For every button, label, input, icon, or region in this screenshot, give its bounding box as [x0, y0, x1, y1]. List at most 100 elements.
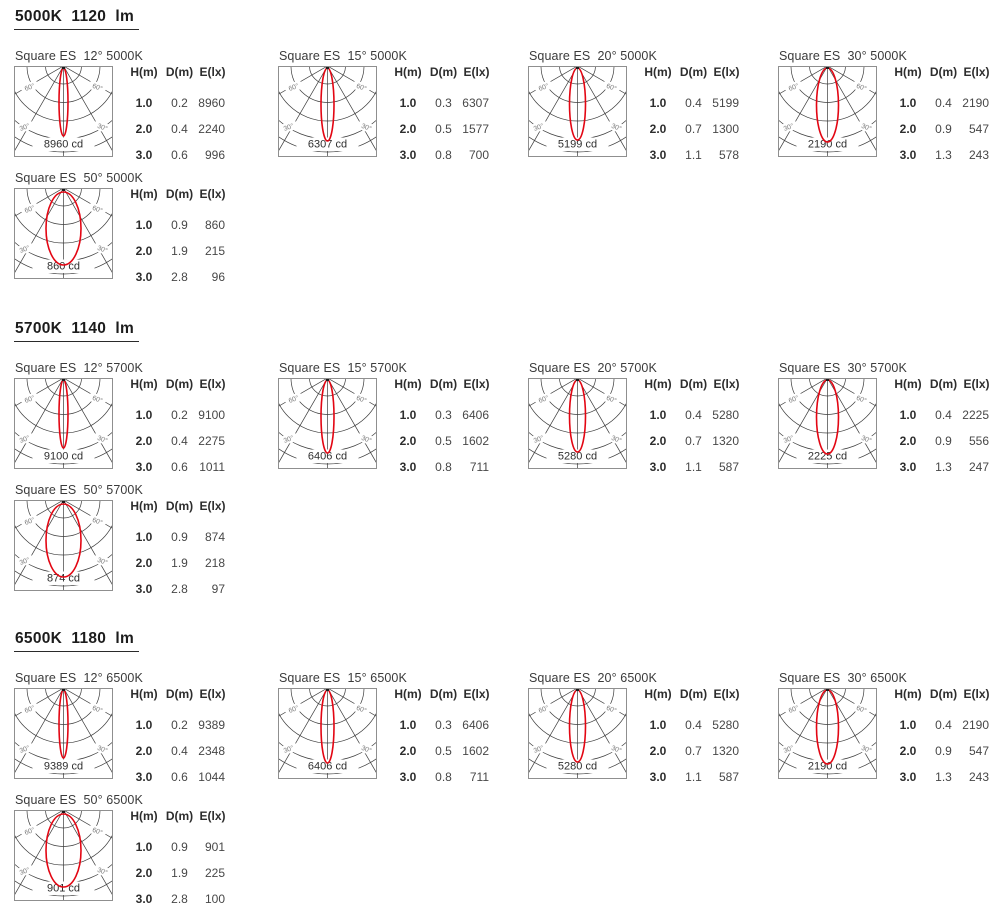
d-value: 0.4	[685, 718, 702, 732]
angle-label-30-right: 30°	[92, 553, 112, 569]
table-row: 2.0 0.5 1602	[390, 745, 494, 758]
h-value: 1.0	[899, 718, 917, 732]
diagram-title: Square ES 50° 6500K	[15, 793, 143, 807]
angle-label-30-right: 30°	[92, 863, 112, 879]
e-value: 5280	[712, 408, 739, 422]
e-value: 96	[211, 270, 225, 284]
d-value: 0.4	[935, 408, 952, 422]
diagram-title: Square ES 30° 6500K	[779, 671, 907, 685]
svg-text:30°: 30°	[18, 434, 31, 445]
polar-grid-line	[328, 379, 376, 407]
d-value: 0.4	[171, 744, 188, 758]
table-row: 3.0 1.1 578	[640, 149, 744, 162]
table-header-cell: D(m)	[429, 377, 458, 391]
h-value: 2.0	[135, 434, 153, 448]
angle-label-60-left: 60°	[19, 823, 40, 839]
table-row: 3.0 2.8 96	[126, 271, 230, 284]
svg-text:60°: 60°	[287, 704, 300, 715]
table-row: 2.0 0.7 1320	[640, 745, 744, 758]
svg-text:30°: 30°	[18, 744, 31, 755]
d-value: 2.8	[171, 892, 188, 906]
table-header-cell: H(m)	[894, 65, 922, 79]
d-value: 0.4	[171, 434, 188, 448]
table-row: 1.0 0.2 9100	[126, 409, 230, 422]
d-value: 0.6	[171, 148, 188, 162]
table-row: 1.0 0.4 2225	[890, 409, 994, 422]
source-marker	[62, 811, 65, 813]
angle-label-60-left: 60°	[283, 391, 304, 407]
polar-grid-line	[779, 67, 827, 95]
d-value: 0.6	[171, 770, 188, 784]
svg-text:60°: 60°	[537, 82, 550, 93]
diagram-title: Square ES 30° 5700K	[779, 361, 907, 375]
h-value: 1.0	[135, 96, 153, 110]
polar-grid-line	[279, 67, 327, 95]
h-value: 3.0	[135, 460, 153, 474]
svg-text:30°: 30°	[782, 434, 795, 445]
candela-label: 8960 cd	[32, 137, 95, 151]
diagram-unit-5700k-12deg: Square ES 12° 5700K 60° 60° 30° 30° 9100 cd H(…	[14, 361, 254, 474]
svg-text:860 cd: 860 cd	[47, 261, 80, 273]
e-value: 711	[469, 770, 489, 784]
h-value: 2.0	[899, 744, 917, 758]
polar-diagram: 60° 60° 30° 30° 5199 cd	[528, 66, 627, 157]
polar-grid-line	[15, 189, 63, 217]
d-value: 0.3	[435, 96, 452, 110]
angle-label-60-right: 60°	[87, 513, 108, 529]
d-value: 1.9	[171, 556, 188, 570]
e-value: 218	[204, 556, 225, 570]
svg-text:60°: 60°	[91, 204, 104, 215]
angle-label-60-left: 60°	[283, 701, 304, 717]
e-value: 6406	[462, 408, 489, 422]
source-marker	[62, 189, 65, 191]
table-header-cell: E(lx)	[713, 65, 740, 79]
polar-diagram: 60° 60° 30° 30° 6406 cd	[278, 688, 377, 779]
polar-grid-line	[15, 379, 63, 407]
polar-diagram: 60° 60° 30° 30° 2225 cd	[778, 378, 877, 469]
polar-diagram: 60° 60° 30° 30° 2190 cd	[778, 66, 877, 157]
diagram-unit-5700k-15deg: Square ES 15° 5700K 60° 60° 30° 30° 6406 cd H(…	[278, 361, 518, 474]
e-value: 225	[204, 866, 225, 880]
table-header-cell: E(lx)	[199, 809, 226, 823]
h-value: 2.0	[649, 744, 667, 758]
table-header-cell: D(m)	[679, 65, 708, 79]
beam-curve	[45, 503, 82, 578]
diagram-unit-6500k-30deg: Square ES 30° 6500K 60° 60° 30° 30° 2190 cd H(…	[778, 671, 1000, 784]
angle-label-30-left: 30°	[529, 741, 549, 757]
h-value: 3.0	[135, 270, 153, 284]
angle-label-60-left: 60°	[19, 513, 40, 529]
h-value: 2.0	[399, 434, 417, 448]
polar-grid-line	[15, 67, 63, 95]
h-value: 3.0	[399, 148, 417, 162]
candela-label: 6406 cd	[296, 759, 359, 773]
diagram-unit-5700k-30deg: Square ES 30° 5700K 60° 60° 30° 30° 2225 cd H(…	[778, 361, 1000, 474]
e-value: 2225	[962, 408, 989, 422]
table-row: 2.0 1.9 225	[126, 867, 230, 880]
table-row: 1.0 0.3 6406	[390, 409, 494, 422]
table-header-cell: H(m)	[130, 809, 158, 823]
diagram-title: Square ES 50° 5000K	[15, 171, 143, 185]
svg-text:5199 cd: 5199 cd	[558, 139, 597, 151]
d-value: 0.3	[435, 408, 452, 422]
svg-text:60°: 60°	[23, 204, 36, 215]
diagram-title: Square ES 20° 5000K	[529, 49, 657, 63]
polar-grid-line	[529, 67, 577, 95]
d-value: 0.7	[685, 434, 702, 448]
h-value: 1.0	[649, 408, 667, 422]
table-row: 1.0 0.2 8960	[126, 97, 230, 110]
table-header-row: H(m) D(m) E(lx)	[890, 688, 994, 701]
table-row: 1.0 0.9 901	[126, 841, 230, 854]
angle-label-60-right: 60°	[351, 701, 372, 717]
polar-grid-line	[328, 67, 376, 95]
table-row: 2.0 0.4 2240	[126, 123, 230, 136]
svg-text:30°: 30°	[18, 556, 31, 567]
table-header-cell: H(m)	[644, 377, 672, 391]
svg-text:30°: 30°	[18, 244, 31, 255]
h-value: 2.0	[399, 122, 417, 136]
svg-text:60°: 60°	[91, 394, 104, 405]
h-value: 3.0	[649, 770, 667, 784]
table-row: 3.0 1.1 587	[640, 461, 744, 474]
h-value: 3.0	[649, 460, 667, 474]
svg-text:60°: 60°	[855, 82, 868, 93]
angle-label-60-right: 60°	[87, 391, 108, 407]
